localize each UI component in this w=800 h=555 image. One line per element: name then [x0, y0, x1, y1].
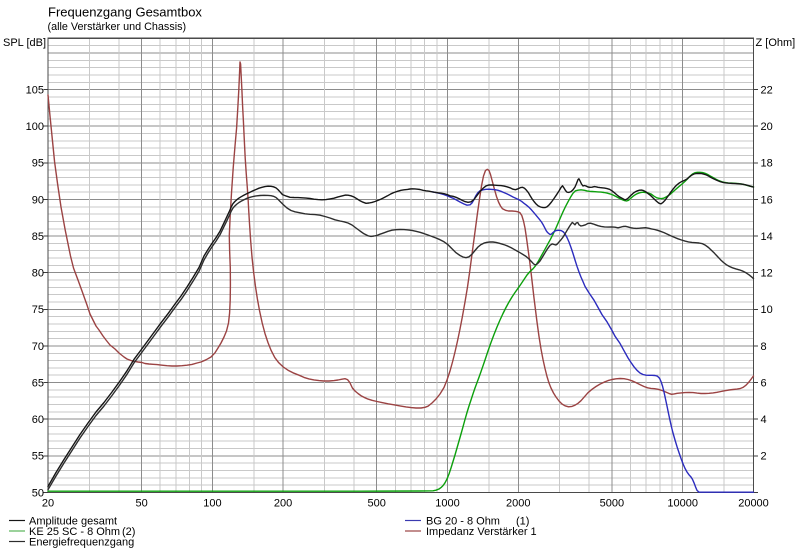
svg-text:8: 8 — [761, 341, 767, 353]
svg-text:2: 2 — [761, 451, 767, 463]
svg-text:95: 95 — [32, 158, 44, 170]
svg-text:60: 60 — [32, 414, 44, 426]
svg-text:50: 50 — [135, 498, 147, 510]
svg-text:Energiefrequenzgang: Energiefrequenzgang — [29, 536, 134, 548]
svg-text:200: 200 — [274, 498, 292, 510]
svg-text:100: 100 — [203, 498, 221, 510]
svg-text:10000: 10000 — [667, 498, 698, 510]
svg-text:12: 12 — [761, 268, 773, 280]
svg-text:2000: 2000 — [506, 498, 530, 510]
svg-text:70: 70 — [32, 341, 44, 353]
svg-text:SPL [dB]: SPL [dB] — [3, 37, 46, 49]
svg-text:Z [Ohm]: Z [Ohm] — [756, 37, 796, 49]
svg-text:Impedanz Verstärker 1: Impedanz Verstärker 1 — [426, 526, 537, 538]
svg-text:4: 4 — [761, 414, 767, 426]
svg-text:18: 18 — [761, 158, 773, 170]
svg-text:500: 500 — [368, 498, 386, 510]
svg-text:100: 100 — [26, 121, 44, 133]
svg-text:16: 16 — [761, 194, 773, 206]
svg-text:14: 14 — [761, 231, 773, 243]
svg-text:105: 105 — [26, 85, 44, 97]
svg-text:80: 80 — [32, 268, 44, 280]
svg-text:1000: 1000 — [435, 498, 459, 510]
svg-text:50: 50 — [32, 487, 44, 499]
svg-text:90: 90 — [32, 194, 44, 206]
svg-text:20: 20 — [761, 121, 773, 133]
svg-text:22: 22 — [761, 85, 773, 97]
svg-text:(2): (2) — [122, 526, 135, 538]
svg-text:85: 85 — [32, 231, 44, 243]
svg-text:5000: 5000 — [600, 498, 624, 510]
svg-text:Amplitude gesamt: Amplitude gesamt — [29, 515, 117, 527]
svg-text:55: 55 — [32, 451, 44, 463]
svg-text:(1): (1) — [516, 515, 529, 527]
svg-text:20: 20 — [42, 498, 54, 510]
svg-text:KE 25 SC - 8 Ohm: KE 25 SC - 8 Ohm — [29, 526, 120, 538]
svg-text:(alle Verstärker und Chassis): (alle Verstärker und Chassis) — [48, 21, 187, 33]
svg-text:20000: 20000 — [738, 498, 769, 510]
svg-text:10: 10 — [761, 304, 773, 316]
svg-text:Frequenzgang Gesamtbox: Frequenzgang Gesamtbox — [48, 5, 202, 20]
svg-text:75: 75 — [32, 304, 44, 316]
svg-text:BG 20 - 8 Ohm: BG 20 - 8 Ohm — [426, 515, 500, 527]
svg-text:6: 6 — [761, 377, 767, 389]
svg-text:65: 65 — [32, 377, 44, 389]
